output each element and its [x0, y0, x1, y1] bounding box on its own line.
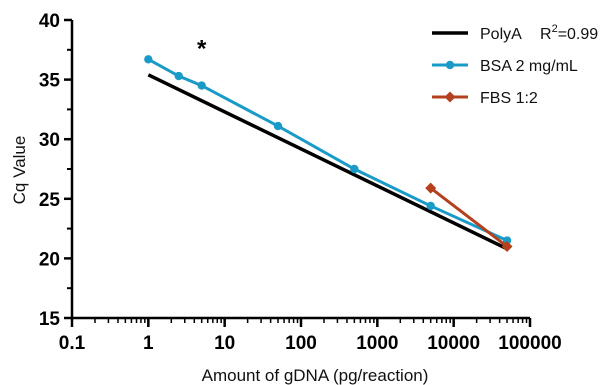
series-line: [429, 186, 508, 248]
data-point: [174, 71, 183, 81]
y-axis-title: Cq Value: [10, 136, 29, 205]
x-tick-label: 1: [143, 333, 154, 354]
legend-item-0: PolyA R2=0.99: [432, 23, 598, 43]
plot-axes: 15 20 25 30 35 40 0.1 1 10 100 1000 10000 100000: [39, 11, 562, 354]
series-1: [144, 55, 512, 245]
y-tick-label: 40: [39, 11, 60, 32]
y-tick-label: 20: [39, 249, 60, 270]
data-point: [144, 55, 153, 64]
legend: PolyA R2=0.99 BSA 2 mg/mL FBS 1:2: [432, 23, 598, 107]
x-tick-label: 100000: [498, 333, 561, 354]
data-point: [425, 182, 437, 194]
legend-item-1: BSA 2 mg/mL: [432, 58, 578, 75]
plot-series: [144, 55, 513, 252]
x-tick-label: 10: [214, 333, 235, 354]
data-point: [502, 236, 512, 245]
data-point: [350, 164, 359, 174]
series-0: [147, 73, 508, 251]
x-tick-label: 1000: [356, 333, 398, 354]
data-point: [273, 121, 283, 131]
series-line: [147, 73, 508, 251]
x-tick-label: 100: [285, 333, 317, 354]
legend-r-squared: R2=0.99: [540, 23, 598, 43]
series-2: [425, 182, 513, 252]
x-axis-title: Amount of gDNA (pg/reaction): [202, 366, 429, 385]
annotation: *: [197, 36, 207, 63]
x-tick-label: 0.1: [59, 333, 86, 354]
data-point: [501, 240, 513, 252]
data-point: [444, 91, 456, 103]
y-tick-label: 35: [39, 71, 61, 92]
legend-label: BSA 2 mg/mL: [480, 58, 578, 75]
x-tick-label: 10000: [427, 333, 480, 354]
legend-label: FBS 1:2: [480, 90, 538, 107]
y-tick-label: 25: [39, 190, 61, 211]
y-tick-label: 15: [39, 309, 61, 330]
legend-item-2: FBS 1:2: [432, 90, 538, 107]
data-point: [445, 60, 455, 70]
plot-annotations: *: [197, 36, 207, 63]
y-tick-label: 30: [39, 130, 60, 151]
data-point: [197, 81, 206, 90]
data-point: [426, 201, 435, 211]
legend-label: PolyA: [480, 26, 522, 43]
